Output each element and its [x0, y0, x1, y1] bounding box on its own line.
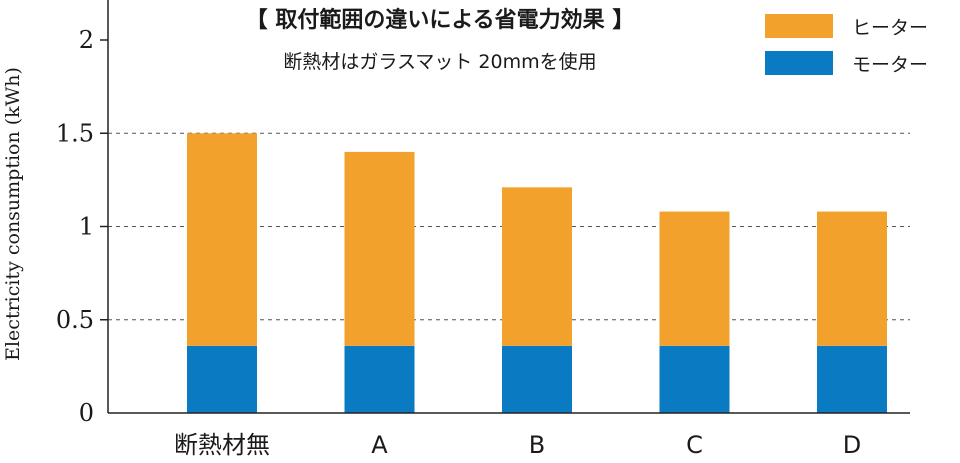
x-tick-label: A [371, 431, 388, 459]
bar-segment [187, 345, 257, 413]
y-axis-label: Electricity consumption (kWh) [2, 67, 24, 361]
legend-swatch [765, 51, 833, 75]
bar-segment [344, 345, 415, 413]
bar-segment [344, 151, 415, 346]
bar-segment [817, 211, 887, 346]
legend-label: モーター [852, 54, 928, 76]
x-tick-label: C [686, 431, 703, 459]
bar-segment [502, 187, 572, 346]
bar-segment [659, 211, 730, 346]
y-tick-label: 1.5 [56, 119, 94, 147]
chart-title: 【 取付範囲の違いによる省電力効果 】 [246, 7, 635, 33]
bar-segment [187, 133, 257, 346]
bars [187, 133, 887, 413]
bar-segment [659, 345, 730, 413]
legend-swatch [765, 14, 833, 38]
y-tick-label: 0.5 [56, 306, 94, 334]
chart-subtitle: 断熱材はガラスマット 20mmを使用 [283, 51, 596, 73]
y-tick-labels: 0 0.5 1 1.5 2 [56, 26, 108, 427]
x-tick-label: 断熱材無 [174, 431, 270, 459]
legend-label: ヒーター [852, 17, 928, 39]
bar-segment [817, 345, 887, 413]
y-tick-label: 1 [79, 213, 94, 241]
x-tick-label: D [843, 431, 861, 459]
y-tick-label: 2 [79, 26, 94, 54]
x-tick-label: B [529, 431, 545, 459]
y-tick-label: 0 [79, 399, 94, 427]
bar-segment [502, 345, 572, 413]
x-tick-labels: 断熱材無 A B C D [174, 431, 861, 459]
